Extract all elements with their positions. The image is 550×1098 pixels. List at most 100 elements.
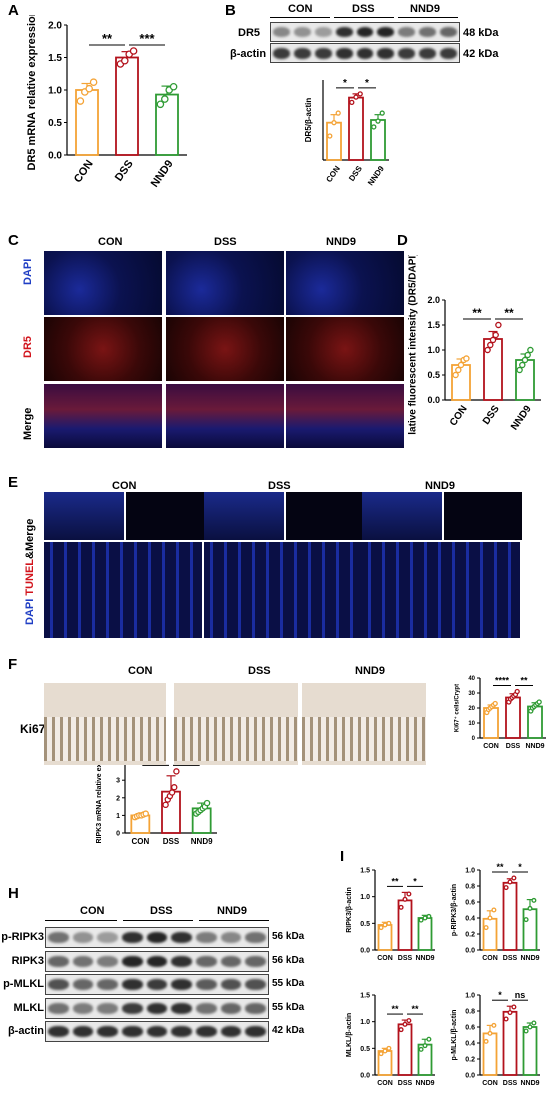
blot-band — [97, 955, 118, 967]
chart-i2-category-label-2: NND9 — [520, 955, 539, 962]
blot-band — [196, 1026, 217, 1037]
blot-band — [48, 932, 69, 943]
blot-band — [196, 932, 217, 943]
blot-band — [122, 1026, 143, 1037]
chart-d-point — [521, 356, 529, 364]
chart-f-point — [492, 700, 498, 707]
blot-h-strip — [45, 927, 269, 948]
chart-a-point — [85, 84, 93, 93]
blot-band — [220, 1002, 242, 1014]
blot-h-kda: 56 kDa — [272, 954, 305, 966]
chart-d-point — [484, 346, 491, 354]
chart-i3-ytick-label: 0.0 — [360, 1072, 370, 1079]
blot-h-kda: 56 kDa — [272, 931, 305, 942]
panel-label-i: I — [340, 848, 345, 865]
chart-i2-point — [511, 875, 517, 881]
blot-band — [293, 47, 311, 59]
chart-i4-point — [531, 1020, 537, 1026]
blot-band — [245, 1026, 266, 1037]
chart-i4-ytick-label: 0.8 — [465, 1008, 475, 1015]
chart-d-point — [455, 366, 462, 374]
blot-band — [97, 979, 118, 990]
blot-band — [146, 1026, 168, 1037]
blot-band — [440, 27, 457, 37]
chart-i1-ylabel: RIPK3/β-actin — [346, 887, 353, 933]
chart-f-sig-label: ** — [520, 676, 528, 686]
blot-band — [419, 47, 437, 59]
micro-e-label-dapi: DAPI — [24, 595, 36, 625]
chart-i1-category-label-2: NND9 — [415, 955, 434, 962]
chart-i2-point — [503, 885, 509, 891]
chart-a-point — [156, 100, 165, 109]
chart-b-ylabel: DR5/β-actin — [304, 98, 313, 143]
chart-i3-point — [382, 1048, 388, 1054]
chart-i4-ytick-label: 0.2 — [465, 1056, 475, 1063]
blot-b-group-header: CON DSS NND9 — [270, 3, 460, 19]
micro-e-label-merge: &Merge — [24, 518, 36, 559]
chart-i4-point — [527, 1024, 533, 1030]
blot-b-header-con: CON — [288, 3, 313, 15]
blot-h-label: β-actin — [7, 1025, 44, 1037]
chart-b-point — [357, 91, 363, 97]
chart-i1-category-label-0: CON — [377, 955, 393, 962]
chart-i2-point — [531, 897, 537, 903]
chart-i3-point — [398, 1027, 404, 1033]
chart-i4-category-label-2: NND9 — [520, 1080, 539, 1087]
chart-i4-ylabel: p-MLKL/β-actin — [451, 1010, 458, 1061]
blot-band — [171, 1002, 192, 1014]
chart-g-point — [173, 768, 180, 775]
chart-a-point — [89, 78, 98, 86]
chart-i2-bar-1 — [502, 881, 518, 951]
blot-band — [440, 47, 457, 59]
blot-band — [220, 1026, 242, 1037]
chart-b-sig-label: * — [343, 78, 347, 89]
chart-i2-ylabel: p-RIPK3/β-actin — [451, 884, 458, 936]
micrograph-c — [286, 251, 404, 315]
chart-i3-sig-label: ** — [411, 1004, 419, 1014]
chart-i4-sig-label: ns — [515, 990, 526, 1000]
ihc-f-row-label: Ki67 — [20, 722, 46, 736]
chart-i3-point — [386, 1045, 392, 1051]
blot-band — [48, 955, 69, 967]
blot-band — [293, 27, 311, 37]
chart-d-ytick-label: 0.5 — [427, 370, 440, 380]
blot-band — [72, 932, 94, 943]
chart-a-point — [121, 56, 129, 65]
chart-i1-point — [402, 896, 408, 902]
panel-label-e: E — [8, 474, 19, 491]
chart-i4-category-label-1: DSS — [503, 1080, 518, 1087]
chart-b-point — [371, 124, 377, 130]
blot-band — [377, 27, 395, 37]
blot-band — [245, 1002, 266, 1014]
blot-band — [398, 27, 416, 37]
chart-d: 0.0 0.5 1.0 1.5 2.0 Relative fluorescent inte… — [408, 255, 541, 435]
chart-a-point — [169, 82, 178, 91]
blot-band — [122, 1002, 143, 1014]
micro-c-col-nnd9: NND9 — [326, 236, 356, 248]
chart-i2-ytick-label: 1.0 — [465, 867, 475, 874]
chart-g-category-label-2: NND9 — [191, 837, 213, 846]
micrograph-e-large — [44, 542, 202, 638]
chart-i4-point — [523, 1028, 529, 1034]
blot-band — [48, 1002, 69, 1014]
chart-f-ytick-label: 20 — [468, 706, 475, 712]
blot-b-actin — [270, 43, 460, 63]
chart-g-point — [203, 799, 211, 807]
blot-band — [245, 979, 266, 990]
chart-i2-point — [507, 879, 513, 885]
chart-b-category-label-0: CON — [324, 164, 342, 184]
chart-g-ytick-label: 2 — [116, 795, 120, 802]
blot-band — [220, 955, 242, 967]
chart-a-category-label-2: NND9 — [149, 158, 176, 189]
blot-band — [196, 1002, 217, 1014]
blot-band — [72, 979, 94, 990]
chart-d-point — [452, 371, 459, 379]
micrograph-e-small — [286, 492, 364, 540]
chart-i3-ytick-label: 1.5 — [360, 992, 370, 999]
chart-i1-ytick-label: 0.0 — [360, 947, 370, 954]
chart-i2-point — [523, 917, 529, 923]
ihc-f-col-con: CON — [128, 665, 153, 677]
chart-i2-ytick-label: 0.8 — [465, 883, 475, 890]
blot-h-strip — [45, 997, 269, 1019]
